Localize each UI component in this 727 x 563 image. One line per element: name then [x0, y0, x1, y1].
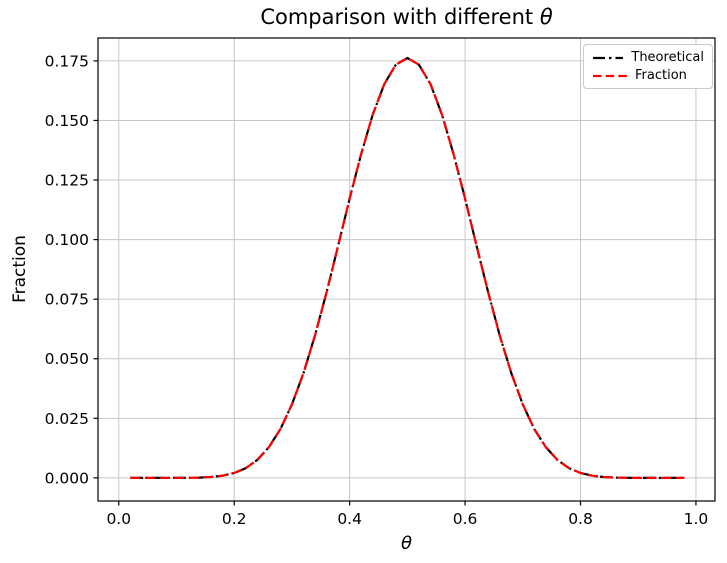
- legend-line-sample-theoretical: [593, 56, 624, 59]
- y-tick-label: 0.175: [45, 52, 89, 70]
- x-tick-label: 0.8: [568, 510, 593, 528]
- chart-title-theta-symbol: θ: [539, 5, 553, 29]
- x-tick-label: 1.0: [684, 510, 709, 528]
- y-tick-label: 0.050: [45, 350, 89, 368]
- chart-title-text: Comparison with different: [260, 5, 540, 29]
- y-tick-label: 0.125: [45, 172, 89, 190]
- fraction-line: [130, 56, 685, 479]
- legend: Theoretical Fraction: [583, 44, 713, 89]
- x-tick-label: 0.0: [106, 510, 131, 528]
- y-tick-label: 0.025: [45, 410, 89, 428]
- x-tick-label: 0.4: [337, 510, 362, 528]
- legend-line-sample-fraction: [593, 74, 627, 77]
- legend-entry-theoretical: Theoretical: [593, 51, 704, 64]
- axes-spines: [97, 37, 716, 502]
- chart-title: Comparison with different θ: [98, 5, 715, 29]
- y-tick-label: 0.075: [45, 291, 89, 309]
- x-tick-label: 0.2: [222, 510, 247, 528]
- axes-background: [98, 38, 715, 501]
- legend-label-fraction: Fraction: [635, 68, 687, 83]
- x-tick-label: 0.6: [453, 510, 478, 528]
- y-tick-label: 0.100: [45, 231, 89, 249]
- y-tick-label: 0.150: [45, 112, 89, 130]
- y-tick-label: 0.000: [45, 469, 89, 487]
- legend-label-theoretical: Theoretical: [631, 50, 704, 65]
- x-axis-label: θ: [400, 533, 412, 554]
- legend-entry-fraction: Fraction: [593, 69, 704, 82]
